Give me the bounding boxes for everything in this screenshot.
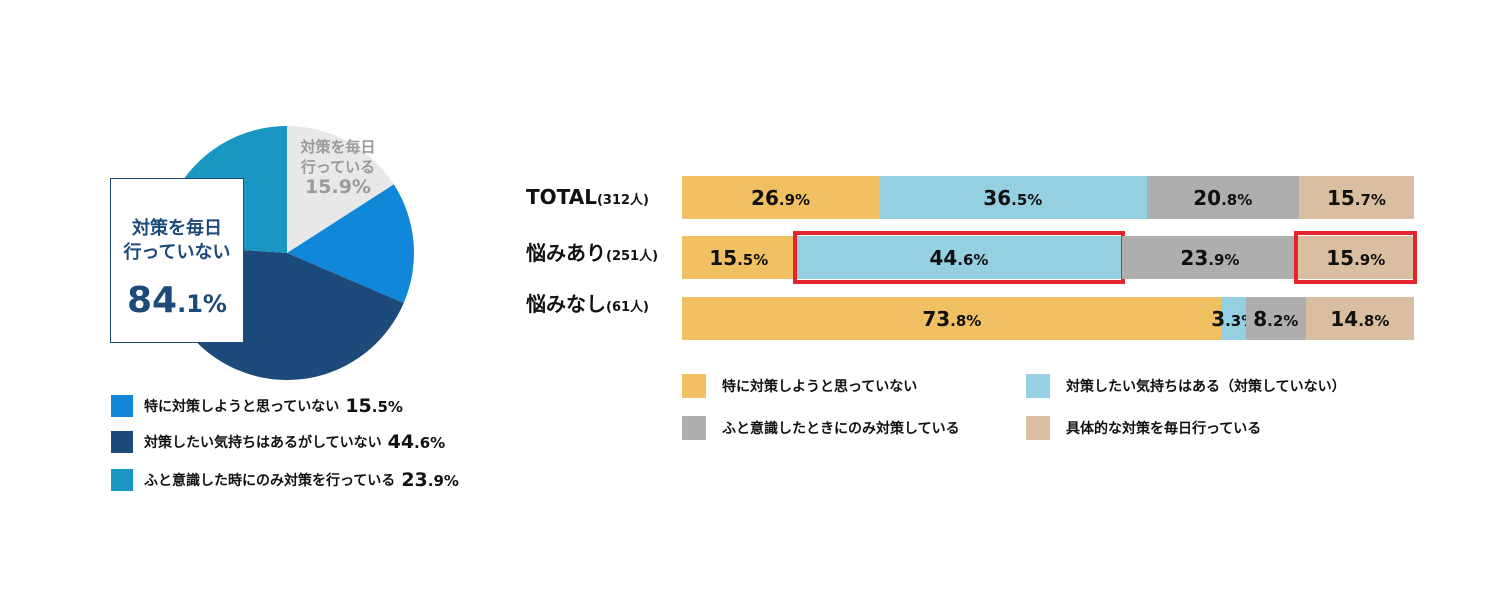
pie-legend-label: 特に対策しようと思っていない [144,399,340,415]
pie-daily-label-line2: 行っている [300,158,376,176]
bar-row-label: TOTAL(312人) [526,185,649,209]
legend-swatch [682,374,706,398]
bar-segment: 26.9% [682,176,880,219]
pie-legend-value: 23.9% [401,469,459,491]
bar-segment: 44.6% [795,236,1123,279]
pie-legend-item: ふと意識した時にのみ対策を行っている 23.9% [111,468,459,492]
pie-callout-box: 対策を毎日 行っていない 84.1% [110,178,244,343]
legend-swatch [1026,416,1050,440]
bar-segment: 15.7% [1298,176,1414,219]
pie-daily-label-line1: 対策を毎日 [300,138,376,156]
bar-segment: 15.5% [682,236,796,279]
bar-segment: 73.8% [682,297,1222,340]
bar-legend-label: ふと意識したときにのみ対策している [722,421,960,437]
bar-segment: 14.8% [1305,297,1414,340]
bar-segment-label: 73.8% [922,306,982,331]
bar-row-label: 悩みなし(61人) [526,288,649,317]
pie-slice-daily [287,126,394,253]
bar-segment: 15.9% [1297,236,1414,279]
pie-legend-label: 対策したい気持ちはあるがしていない [144,435,382,451]
bar-row-name: TOTAL [526,185,597,209]
bar-row-count: (61人) [606,300,649,315]
pie-legend-label: ふと意識した時にのみ対策を行っている [144,473,396,489]
highlight-frame [1294,231,1417,284]
bar-segment: 20.8% [1146,176,1299,219]
legend-swatch [111,395,133,417]
bar-row-name: 悩みなし [526,292,606,316]
bar-segment-label: 36.5% [983,185,1043,210]
bar-segment-label: 15.9% [1326,245,1386,270]
pie-daily-label: 対策を毎日 行っている 15.9% [290,137,386,197]
legend-swatch [111,431,133,453]
pie-callout-value-text: 84.1% [127,280,227,321]
bar-segment-label: 14.8% [1330,306,1390,331]
bar-segment: 36.5% [879,176,1147,219]
legend-swatch [111,469,133,491]
bar-legend-label: 具体的な対策を毎日行っている [1066,421,1262,437]
bar-segment: 8.2% [1245,297,1306,340]
bar-legend-item: 具体的な対策を毎日行っている [1026,416,1261,440]
bar-legend-item: 対策したい気持ちはある（対策していない） [1026,374,1346,398]
bar-segment-label: 15.7% [1326,185,1386,210]
bar-row-count: (312人) [596,193,649,208]
pie-callout-value: 84.1% [111,281,243,324]
legend-swatch [1026,374,1050,398]
bar-segment-label: 20.8% [1193,185,1253,210]
bar-row-count: (251人) [606,249,659,264]
pie-legend-item: 特に対策しようと思っていない 15.5% [111,394,403,418]
bar-row-name: 悩みあり [526,241,606,265]
bar-segment: 23.9% [1122,236,1298,279]
pie-legend-value: 44.6% [387,431,446,453]
bar-segment-label: 44.6% [929,245,989,270]
legend-swatch [682,416,706,440]
pie-callout-line1: 対策を毎日 [132,218,222,239]
bar-legend-label: 特に対策しようと思っていない [722,379,918,395]
bar-row-label: 悩みあり(251人) [526,237,658,266]
bar-segment-label: 23.9% [1180,245,1240,270]
pie-callout-line2: 行っていない [123,242,231,263]
bar-segment-label: 8.2% [1253,306,1299,331]
pie-legend-item: 対策したい気持ちはあるがしていない 44.6% [111,430,445,454]
pie-legend-value: 15.5% [345,395,403,417]
bar-segment-label: 15.5% [709,245,769,270]
highlight-frame [792,231,1126,284]
bar-legend-label: 対策したい気持ちはある（対策していない） [1066,379,1346,395]
pie-daily-label-value: 15.9% [305,176,371,198]
bar-legend-item: ふと意識したときにのみ対策している [682,416,960,440]
bar-legend-item: 特に対策しようと思っていない [682,374,917,398]
pie-slice-no-plan [287,184,414,303]
bar-segment: 3.3% [1211,297,1256,340]
bar-segment-label: 26.9% [751,185,811,210]
